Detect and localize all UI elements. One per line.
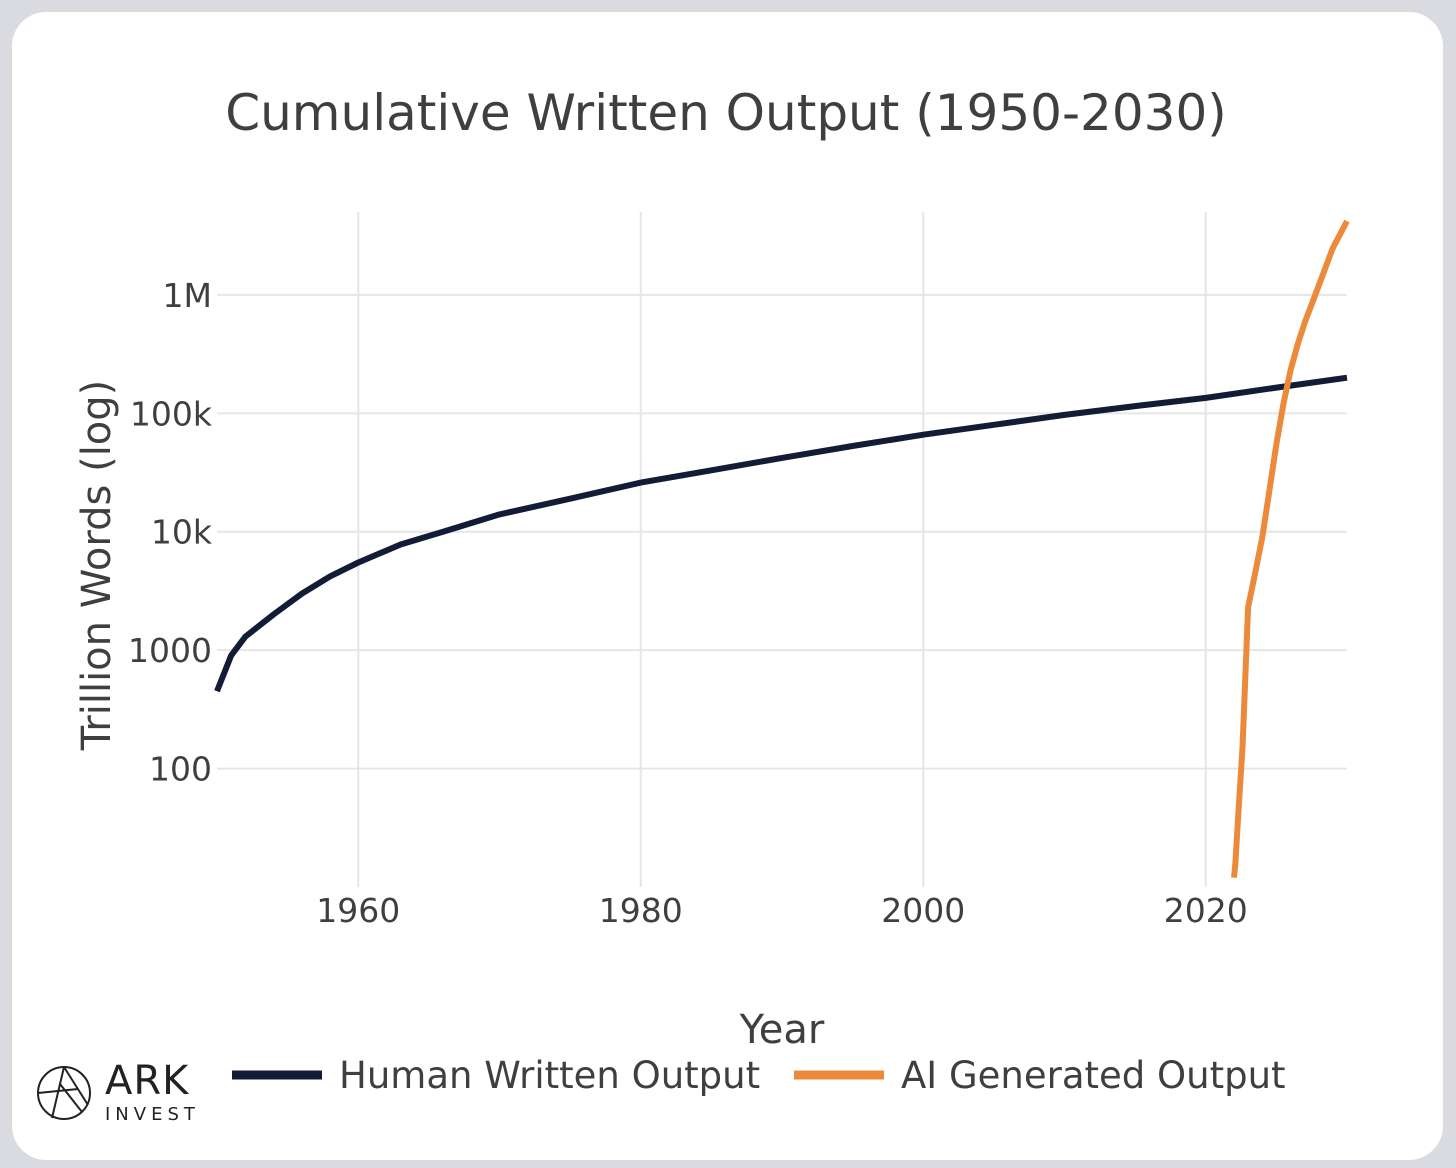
legend-label-human: Human Written Output	[339, 1054, 760, 1097]
chart-title: Cumulative Written Output (1950-2030)	[225, 84, 1227, 142]
chart-card: Cumulative Written Output (1950-2030) 19…	[12, 12, 1443, 1160]
chart: Cumulative Written Output (1950-2030) 19…	[37, 84, 1350, 1125]
y-tick-label: 100k	[130, 394, 213, 433]
series-layer	[214, 219, 1350, 878]
y-gridlines	[217, 293, 1347, 770]
x-axis-title: Year	[739, 1007, 825, 1053]
logo-text: ARK	[105, 1058, 190, 1104]
ark-invest-logo: ARK INVEST	[37, 1058, 200, 1125]
y-tick-label: 100	[149, 750, 212, 789]
x-tick-label: 2000	[881, 891, 965, 930]
x-tick-labels: 1960 1980 2000 2020	[316, 891, 1247, 930]
y-tick-label: 1000	[128, 631, 212, 670]
x-tick-label: 1960	[316, 891, 400, 930]
legend-label-ai: AI Generated Output	[901, 1054, 1286, 1097]
x-tick-label: 2020	[1164, 891, 1248, 930]
y-tick-label: 10k	[151, 513, 213, 552]
y-tick-labels: 100 1000 10k 100k 1M	[128, 276, 213, 789]
series-line-human	[214, 374, 1348, 693]
y-axis-title: Trillion Words (log)	[74, 380, 120, 752]
y-tick-label: 1M	[163, 276, 212, 315]
x-tick-label: 1980	[599, 891, 683, 930]
legend: Human Written Output AI Generated Output	[232, 1054, 1286, 1097]
ark-logo-icon	[37, 1066, 91, 1120]
series-line-ai	[1231, 219, 1350, 878]
x-gridlines	[357, 212, 1207, 887]
logo-subtext: INVEST	[105, 1104, 200, 1125]
